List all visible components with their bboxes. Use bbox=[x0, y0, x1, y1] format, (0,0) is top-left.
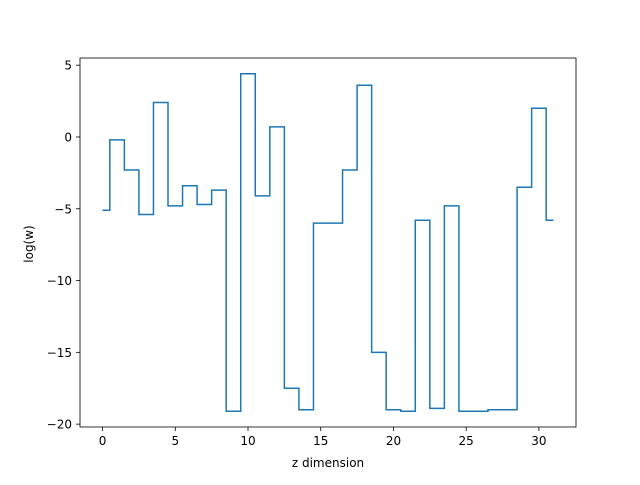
y-tick-label: 5 bbox=[64, 59, 72, 73]
axes-frame bbox=[79, 57, 577, 428]
x-tick-label: 30 bbox=[531, 434, 546, 448]
x-tick-label: 15 bbox=[313, 434, 328, 448]
y-tick-label: −15 bbox=[47, 346, 72, 360]
x-tick-label: 10 bbox=[240, 434, 255, 448]
y-axis-ticks: 5 0 −5 −10 −15 −20 bbox=[47, 59, 80, 432]
y-axis-label: log(w) bbox=[22, 225, 36, 262]
x-tick-label: 20 bbox=[386, 434, 401, 448]
plot-area bbox=[79, 57, 577, 428]
x-tick-label: 25 bbox=[459, 434, 474, 448]
y-tick-label: −10 bbox=[47, 274, 72, 288]
x-tick-label: 5 bbox=[171, 434, 179, 448]
y-tick-label: −20 bbox=[47, 418, 72, 432]
x-axis-label: z dimension bbox=[292, 456, 364, 470]
x-axis-ticks: 0 5 10 15 20 25 30 bbox=[99, 427, 547, 448]
y-tick-label: 0 bbox=[64, 130, 72, 144]
series-line-0 bbox=[102, 73, 554, 412]
y-tick-label: −5 bbox=[54, 202, 72, 216]
x-tick-label: 0 bbox=[99, 434, 107, 448]
